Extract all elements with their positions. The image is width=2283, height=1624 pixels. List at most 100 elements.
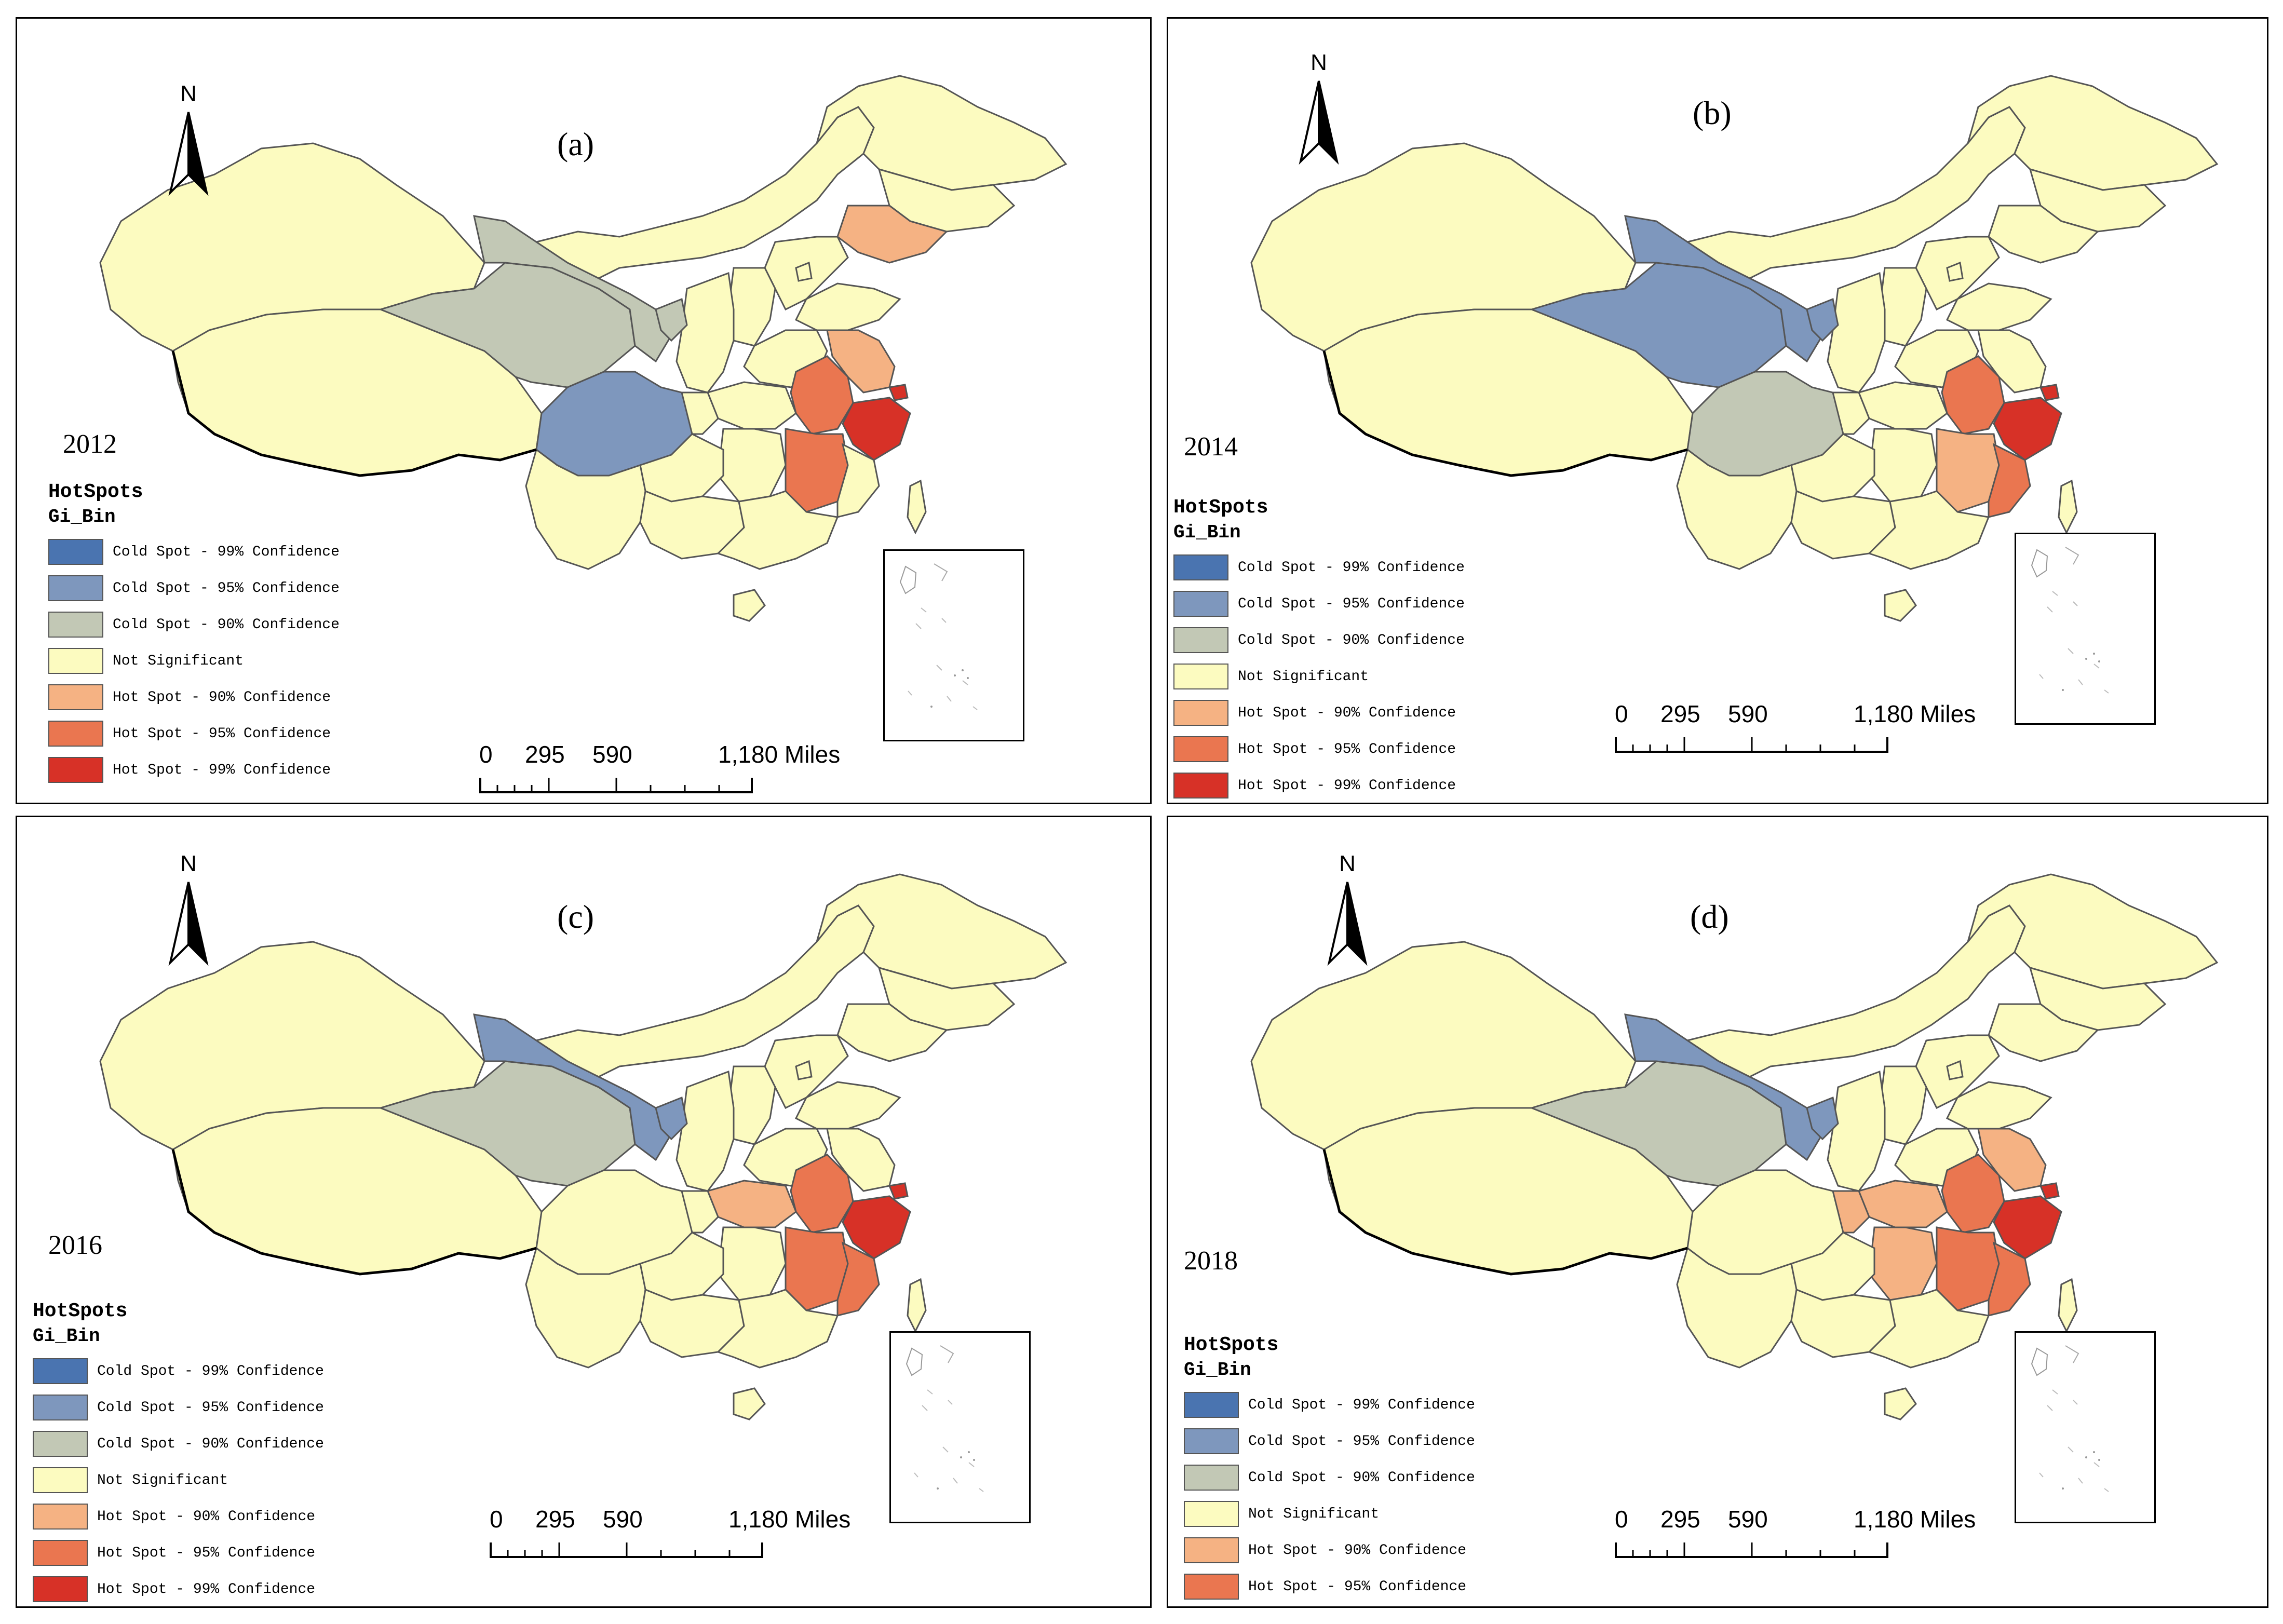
scale-tick-0: 0	[1615, 700, 1628, 727]
region-shanghai	[2039, 1182, 2060, 1200]
legend-swatch	[33, 1576, 88, 1602]
legend-swatch	[1184, 1392, 1239, 1418]
legend-label: Hot Spot - 95% Confidence	[97, 1545, 316, 1561]
scale-tick-295: 295	[1660, 1506, 1700, 1533]
north-letter: N	[180, 81, 197, 106]
north-arrow-icon	[168, 112, 209, 196]
national-border	[1322, 350, 1688, 477]
region-taiwan	[2058, 479, 2078, 535]
legend-label: Cold Spot - 99% Confidence	[1248, 1397, 1475, 1413]
legend-item: Hot Spot - 90% Confidence	[33, 1498, 324, 1535]
scale-tick-295: 295	[525, 741, 565, 768]
region-chongqing	[681, 391, 719, 435]
legend-item: Hot Spot - 99% Confidence	[33, 1571, 324, 1606]
region-hainan	[733, 1387, 766, 1420]
north-arrow-icon	[1327, 882, 1368, 966]
legend-label: Cold Spot - 95% Confidence	[1238, 596, 1465, 612]
legend-label: Cold Spot - 90% Confidence	[97, 1436, 324, 1452]
legend-swatch	[48, 757, 103, 783]
legend-swatch	[1184, 1537, 1239, 1563]
legend-title: HotSpots	[33, 1300, 128, 1322]
region-guangdong	[717, 490, 839, 570]
legend-subtitle: Gi_Bin	[33, 1325, 100, 1347]
scale-tick-590: 590	[603, 1506, 643, 1533]
legend-swatch	[1173, 591, 1228, 617]
scale-tick-1180: 1,180 Miles	[1854, 1506, 1976, 1533]
legend-label: Not Significant	[1238, 668, 1369, 685]
legend-label: Not Significant	[97, 1472, 228, 1488]
region-fujian	[836, 443, 880, 518]
map-panel-4: (d) 2018 N HotSpots Gi_Bin Cold Spot - 9…	[1167, 816, 2268, 1608]
region-beijing	[1946, 1060, 1964, 1080]
region-guangdong	[1868, 490, 1990, 570]
legend-item: Cold Spot - 99% Confidence	[1173, 549, 1465, 586]
north-letter: N	[180, 851, 197, 876]
legend-label: Hot Spot - 90% Confidence	[1248, 1542, 1467, 1559]
legend-label: Cold Spot - 99% Confidence	[97, 1363, 324, 1379]
legend-item: Cold Spot - 95% Confidence	[33, 1389, 324, 1426]
legend: HotSpots Gi_Bin Cold Spot - 99% Confiden…	[1173, 496, 1465, 803]
year-label: 2018	[1184, 1246, 1238, 1276]
legend-item: Hot Spot - 95% Confidence	[48, 715, 340, 752]
legend-item: Cold Spot - 90% Confidence	[1173, 622, 1465, 658]
legend-item: Cold Spot - 90% Confidence	[48, 606, 340, 643]
legend: HotSpots Gi_Bin Cold Spot - 99% Confiden…	[48, 481, 340, 788]
map-panel-2: (b) 2014 N HotSpots Gi_Bin Cold Spot - 9…	[1167, 17, 2268, 804]
legend-title: HotSpots	[1173, 496, 1268, 519]
region-liaoning	[836, 205, 948, 264]
legend-items: Cold Spot - 99% Confidence Cold Spot - 95…	[48, 534, 340, 788]
legend-swatch	[48, 612, 103, 638]
legend-label: Hot Spot - 90% Confidence	[97, 1508, 316, 1525]
region-hunan	[717, 428, 787, 503]
legend-label: Hot Spot - 90% Confidence	[1238, 705, 1456, 721]
region-ningxia	[1806, 297, 1839, 342]
north-arrow: N	[1295, 50, 1342, 169]
scale-tick-590: 590	[1728, 700, 1768, 727]
scale-tick-590: 590	[1728, 1506, 1768, 1533]
scale-tick-590: 590	[592, 741, 632, 768]
north-letter: N	[1339, 851, 1356, 876]
region-ningxia	[655, 1096, 688, 1141]
region-shandong	[1946, 282, 2052, 331]
scale-bar: 0 295 590 1,180 Miles	[479, 740, 840, 797]
legend-label: Cold Spot - 95% Confidence	[113, 580, 340, 597]
legend-item: Not Significant	[1184, 1496, 1475, 1532]
legend-label: Cold Spot - 90% Confidence	[1238, 632, 1465, 648]
legend-label: Hot Spot - 95% Confidence	[1248, 1578, 1467, 1595]
region-chongqing	[681, 1190, 719, 1234]
scale-tick-1180: 1,180 Miles	[728, 1506, 851, 1533]
region-anhui	[1941, 1154, 2005, 1234]
region-shandong	[794, 282, 901, 331]
legend-swatch	[1173, 700, 1228, 726]
region-group	[99, 873, 1068, 1420]
north-arrow-icon	[168, 882, 209, 966]
scale-ruler	[479, 778, 753, 793]
legend-swatch	[33, 1395, 88, 1420]
legend-swatch	[48, 575, 103, 601]
scale-tick-0: 0	[1615, 1506, 1628, 1533]
legend-item: Cold Spot - 90% Confidence	[1184, 1459, 1475, 1496]
region-shanghai	[888, 1182, 909, 1200]
region-fujian	[836, 1241, 880, 1317]
legend-subtitle: Gi_Bin	[1184, 1359, 1251, 1381]
legend-item: Hot Spot - 95% Confidence	[1173, 731, 1465, 767]
legend-item: Cold Spot - 90% Confidence	[33, 1426, 324, 1462]
north-arrow: N	[165, 851, 212, 970]
legend-swatch	[33, 1540, 88, 1566]
region-anhui	[790, 1154, 854, 1234]
region-hunan	[1868, 1226, 1938, 1301]
legend-item: Hot Spot - 90% Confidence	[1173, 695, 1465, 731]
region-beijing	[795, 261, 813, 282]
scale-bar: 0 295 590 1,180 Miles	[1615, 1505, 1976, 1562]
legend-label: Cold Spot - 99% Confidence	[113, 544, 340, 560]
legend-item: Cold Spot - 99% Confidence	[48, 534, 340, 570]
scale-tick-0: 0	[479, 741, 493, 768]
scale-tick-0: 0	[490, 1506, 503, 1533]
region-ningxia	[1806, 1096, 1839, 1141]
south-china-sea-inset	[889, 1331, 1031, 1523]
region-taiwan	[907, 1278, 927, 1333]
legend-swatch	[1173, 664, 1228, 689]
north-arrow-icon	[1299, 80, 1339, 165]
legend-swatch	[33, 1358, 88, 1384]
region-zhejiang	[1993, 397, 2062, 461]
